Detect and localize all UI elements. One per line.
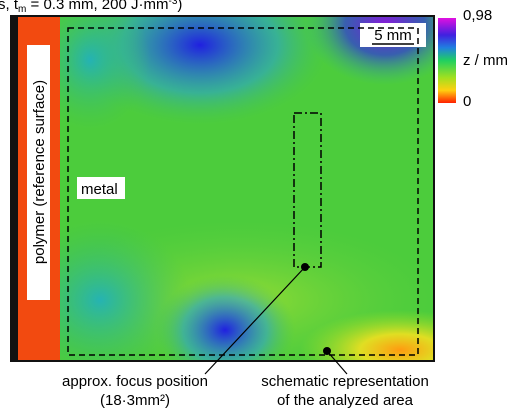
annotation: of the analyzed area <box>277 392 414 409</box>
metal-label: metal <box>81 181 118 198</box>
annotation: (18·3mm²) <box>100 392 170 409</box>
colorbar-min: 0 <box>463 93 471 110</box>
colorbar-unit: z / mm <box>463 52 508 69</box>
caption-part: = 0.3 mm, 200 J·mm <box>26 0 168 13</box>
leader-dot <box>301 263 309 271</box>
colorbar-max: 0,98 <box>463 7 492 24</box>
annotation: approx. focus position <box>62 373 208 390</box>
caption: s, tm = 0.3 mm, 200 J·mm-3) <box>0 0 182 15</box>
polymer-label: polymer (reference surface) <box>31 80 48 264</box>
caption-part: s, t <box>0 0 19 13</box>
caption-part: m <box>18 4 26 15</box>
leader-dot <box>323 347 331 355</box>
caption-part: ) <box>177 0 182 13</box>
annotation: schematic representation <box>261 373 429 390</box>
figure: s, tm = 0.3 mm, 200 J·mm-3) polymer (ref… <box>0 0 523 412</box>
colorbar <box>438 18 456 103</box>
scale-bar-label: 5 mm <box>374 27 412 44</box>
